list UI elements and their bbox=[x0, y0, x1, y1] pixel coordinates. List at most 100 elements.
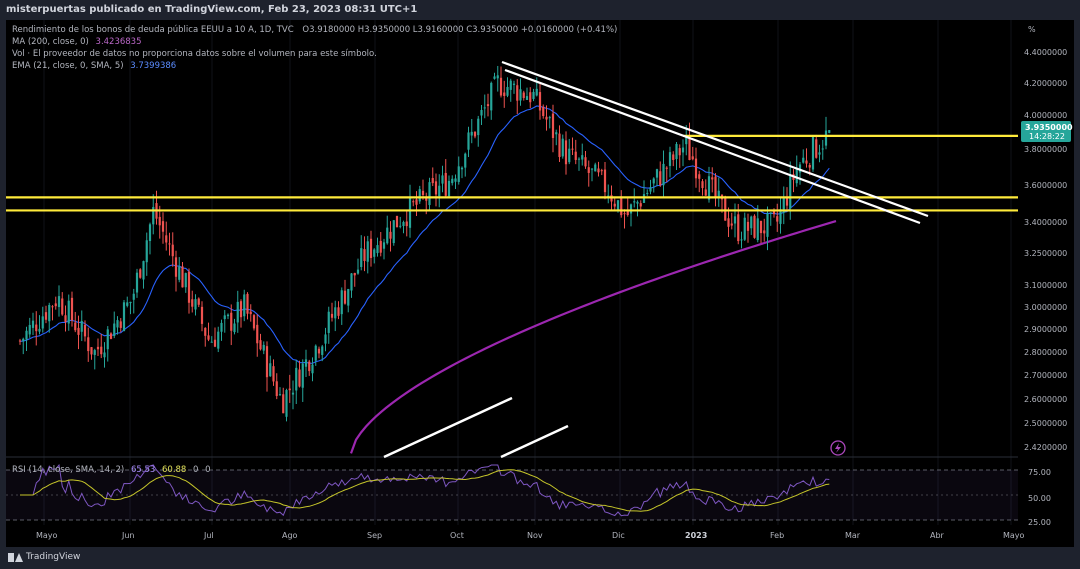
price-label-3: 4.0000000 bbox=[1024, 111, 1067, 120]
candle-body-242 bbox=[805, 160, 808, 164]
candle-body-139 bbox=[470, 131, 473, 136]
candle-body-161 bbox=[542, 106, 545, 117]
candle-body-113 bbox=[386, 227, 389, 244]
candle-body-90 bbox=[311, 364, 314, 374]
candle-body-197 bbox=[659, 171, 662, 186]
candle-body-235 bbox=[782, 197, 785, 213]
candle-body-135 bbox=[457, 166, 460, 182]
candle-body-102 bbox=[350, 273, 353, 291]
candle-body-78 bbox=[272, 366, 275, 382]
candle-body-84 bbox=[291, 392, 295, 395]
price-label-1: 4.4000000 bbox=[1024, 48, 1067, 57]
time-axis[interactable]: Mayo Jun Jul Ago Sep Oct Nov Dic 2023 Fe… bbox=[36, 531, 1025, 540]
candle-body-74 bbox=[259, 340, 262, 350]
candle-body-62 bbox=[220, 322, 223, 332]
candle-body-26 bbox=[103, 352, 106, 358]
candle-body-12 bbox=[57, 296, 61, 308]
candle-body-39 bbox=[145, 240, 148, 263]
candle-body-128 bbox=[434, 181, 438, 195]
legend-symbol-title: Rendimiento de los bonos de deuda públic… bbox=[12, 25, 294, 35]
candle-body-239 bbox=[795, 168, 798, 184]
candle-body-87 bbox=[301, 363, 304, 388]
candle-body-240 bbox=[798, 164, 802, 173]
price-label-15: 2.4200000 bbox=[1024, 443, 1067, 452]
candle-body-164 bbox=[551, 113, 555, 138]
candle-body-170 bbox=[571, 148, 574, 150]
time-label-sep: Sep bbox=[367, 531, 382, 540]
brand[interactable]: TradingView bbox=[8, 552, 80, 562]
candle-body-162 bbox=[545, 116, 548, 120]
candle-body-159 bbox=[535, 88, 538, 96]
candle-body-134 bbox=[454, 178, 457, 182]
time-label-oct: Oct bbox=[450, 531, 464, 540]
legend[interactable]: Rendimiento de los bonos de deuda públic… bbox=[12, 25, 617, 475]
candle-body-130 bbox=[441, 175, 444, 184]
candle-body-40 bbox=[148, 224, 152, 241]
candle-body-227 bbox=[756, 218, 759, 241]
candle-body-210 bbox=[701, 181, 704, 189]
price-axis[interactable]: % 4.4000000 4.2000000 4.0000000 3.800000… bbox=[1021, 25, 1073, 452]
lightning-icon[interactable] bbox=[830, 440, 846, 456]
legend-ema-line: EMA (21, close, 0, SMA, 5) 3.7399386 bbox=[12, 61, 176, 71]
candle-body-110 bbox=[376, 245, 379, 254]
price-label-9: 3.0000000 bbox=[1024, 303, 1067, 312]
candle-body-201 bbox=[672, 154, 675, 160]
candle-body-67 bbox=[236, 301, 239, 323]
candle-body-232 bbox=[772, 210, 776, 215]
candle-body-107 bbox=[366, 241, 369, 262]
candle-body-82 bbox=[285, 390, 288, 417]
price-label-14: 2.5000000 bbox=[1024, 419, 1067, 428]
candle-body-19 bbox=[80, 320, 83, 332]
candle-body-183 bbox=[613, 203, 616, 207]
candle-body-246 bbox=[818, 152, 821, 155]
candle-body-199 bbox=[665, 167, 668, 169]
candle-body-10 bbox=[51, 306, 54, 308]
candle-body-25 bbox=[100, 346, 103, 355]
chart-svg[interactable]: % 4.4000000 4.2000000 4.0000000 3.800000… bbox=[6, 20, 1074, 547]
candle-body-115 bbox=[392, 220, 395, 244]
candle-body-108 bbox=[369, 238, 373, 258]
candle-body-243 bbox=[808, 165, 811, 168]
candle-body-100 bbox=[343, 290, 347, 304]
candle-body-69 bbox=[243, 294, 246, 317]
rsi-axis[interactable]: 75.00 50.00 25.00 bbox=[1028, 468, 1051, 527]
candle-body-149 bbox=[503, 92, 506, 97]
trendline-upper bbox=[501, 60, 929, 218]
candle-body-241 bbox=[802, 157, 805, 163]
time-label-abr: Abr bbox=[930, 531, 945, 540]
trendline-rising-2 bbox=[500, 424, 569, 459]
candle-body-160 bbox=[538, 92, 542, 111]
price-label-4: 3.8000000 bbox=[1024, 145, 1067, 154]
candle-body-91 bbox=[314, 345, 317, 361]
legend-ohlc: O3.9180000 H3.9350000 L3.9160000 C3.9350… bbox=[302, 25, 617, 35]
candle-body-21 bbox=[87, 337, 90, 352]
candle-body-212 bbox=[707, 176, 711, 200]
candle-body-22 bbox=[90, 347, 93, 355]
candle-body-71 bbox=[249, 311, 252, 315]
main-pane[interactable] bbox=[6, 60, 1018, 459]
candle-body-180 bbox=[603, 169, 607, 193]
time-label-dic: Dic bbox=[612, 531, 625, 540]
candle-body-99 bbox=[340, 290, 343, 315]
candle-body-203 bbox=[678, 148, 681, 156]
candle-body-137 bbox=[464, 153, 467, 168]
candle-body-168 bbox=[564, 140, 568, 165]
candle-body-94 bbox=[324, 334, 327, 344]
candle-body-154 bbox=[519, 89, 522, 101]
candle-body-60 bbox=[213, 339, 217, 347]
chart-frame[interactable]: % 4.4000000 4.2000000 4.0000000 3.800000… bbox=[6, 20, 1074, 547]
candle-body-79 bbox=[275, 381, 278, 396]
candle-body-237 bbox=[789, 174, 792, 209]
candle-body-222 bbox=[740, 239, 743, 241]
candle-body-142 bbox=[480, 110, 483, 116]
candle-body-65 bbox=[230, 312, 233, 331]
candle-body-97 bbox=[334, 307, 337, 319]
rsi-pane[interactable] bbox=[6, 463, 1018, 521]
candle-body-206 bbox=[688, 136, 691, 161]
price-label-10: 2.9000000 bbox=[1024, 325, 1067, 334]
time-label-jul: Jul bbox=[203, 531, 214, 540]
candle-body-114 bbox=[389, 231, 392, 239]
candle-body-63 bbox=[223, 315, 226, 320]
time-label-mayo-2: Mayo bbox=[1003, 531, 1025, 540]
candle-body-23 bbox=[93, 350, 96, 355]
